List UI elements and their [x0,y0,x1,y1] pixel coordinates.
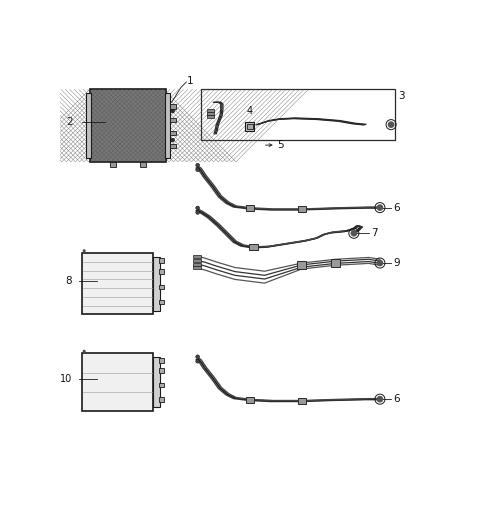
Bar [159,369,164,373]
Text: 6: 6 [393,203,399,212]
Circle shape [196,168,200,172]
Bar [298,206,306,212]
Text: 3: 3 [398,91,405,101]
Bar [159,397,164,402]
Text: 9: 9 [393,258,399,268]
Bar [207,110,214,112]
Bar [331,259,340,267]
Bar [90,89,166,162]
Circle shape [377,260,383,266]
Text: 7: 7 [371,228,377,238]
Circle shape [350,230,357,237]
Circle shape [377,396,383,402]
Circle shape [196,206,200,210]
Bar [245,122,254,131]
Circle shape [83,249,85,252]
Bar [159,383,164,388]
Bar [159,358,164,362]
Text: 4: 4 [247,106,253,116]
Circle shape [83,350,85,353]
Circle shape [196,163,200,167]
Bar [193,259,202,262]
Bar [202,89,395,140]
Bar [193,263,202,266]
Text: 6: 6 [393,394,399,404]
Bar [207,112,214,115]
Text: 2: 2 [66,117,73,127]
Bar [249,244,258,250]
Bar [86,93,91,158]
Circle shape [171,138,175,142]
Bar [153,357,160,408]
Bar [246,205,254,211]
Circle shape [196,359,200,363]
Bar [193,255,202,258]
Text: 1: 1 [187,76,194,86]
Bar [170,131,176,135]
Circle shape [388,121,395,128]
Bar [153,257,160,311]
Text: 8: 8 [65,275,72,286]
Bar [159,285,164,289]
Bar [246,397,254,403]
Circle shape [377,204,383,211]
Bar [91,91,165,161]
Bar [83,253,153,314]
Circle shape [171,109,175,113]
Bar [297,261,306,269]
Bar [159,258,164,263]
Bar [170,104,176,109]
Bar [193,266,202,269]
Bar [83,353,153,411]
Bar [170,118,176,122]
Circle shape [196,210,200,215]
Text: 10: 10 [60,374,72,385]
Text: 5: 5 [277,140,284,150]
Bar [140,162,146,167]
Bar [109,162,116,167]
Circle shape [196,355,200,358]
Bar [90,89,166,162]
Bar [247,123,252,130]
Bar [159,269,164,273]
Bar [298,398,306,404]
Bar [165,93,170,158]
Bar [159,300,164,304]
Bar [207,115,214,118]
Bar [170,144,176,148]
